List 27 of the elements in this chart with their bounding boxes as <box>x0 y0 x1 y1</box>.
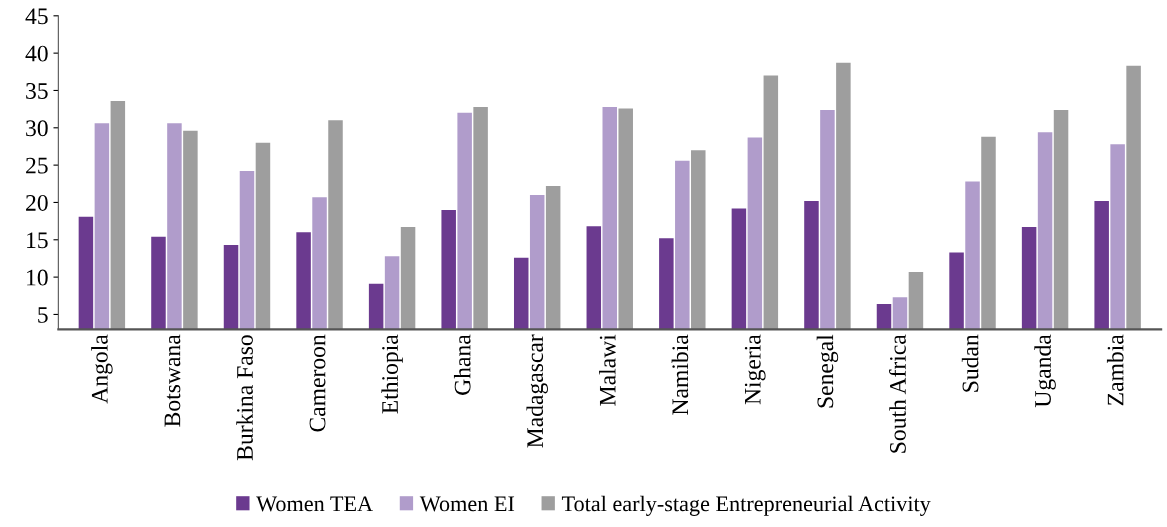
x-tick-label: South Africa <box>889 334 906 453</box>
y-tick-label: 10 <box>27 269 48 286</box>
y-tick-label: 40 <box>25 45 48 62</box>
x-tick-label: Burkina Faso <box>236 335 253 461</box>
y-tick-label: 15 <box>27 232 48 249</box>
y-tick-label: 25 <box>26 157 48 174</box>
y-tick-label: 20 <box>26 194 48 211</box>
x-tick-label: Botswana <box>164 334 181 427</box>
x-tick-label: Senegal <box>816 334 839 408</box>
y-tick-label: 30 <box>26 120 48 137</box>
x-tick-label: Cameroon <box>309 334 326 432</box>
y-tick-label: 35 <box>26 83 48 99</box>
y-tick-label: 45 <box>25 8 48 25</box>
x-tick-label: Sudan <box>961 334 979 392</box>
x-tick-label: Zambia <box>1106 334 1124 406</box>
x-tick-label: Nigeria <box>744 334 766 405</box>
x-tick-label: Angola <box>91 334 113 404</box>
x-tick-label: Uganda <box>1034 334 1056 408</box>
legend-label: Women EI <box>419 496 515 512</box>
x-tick-label: Ghana <box>453 334 471 395</box>
y-tick-label: 5 <box>38 307 48 323</box>
x-tick-label: Madagascar <box>526 334 548 448</box>
x-tick-label: Namibia <box>671 334 689 415</box>
legend-label: Total early-stage Entrepreneurial Activity <box>561 495 931 516</box>
legend-label: Women TEA <box>256 496 373 512</box>
x-tick-label: Ethiopia <box>381 334 403 414</box>
x-tick-label: Malawi <box>599 334 616 406</box>
